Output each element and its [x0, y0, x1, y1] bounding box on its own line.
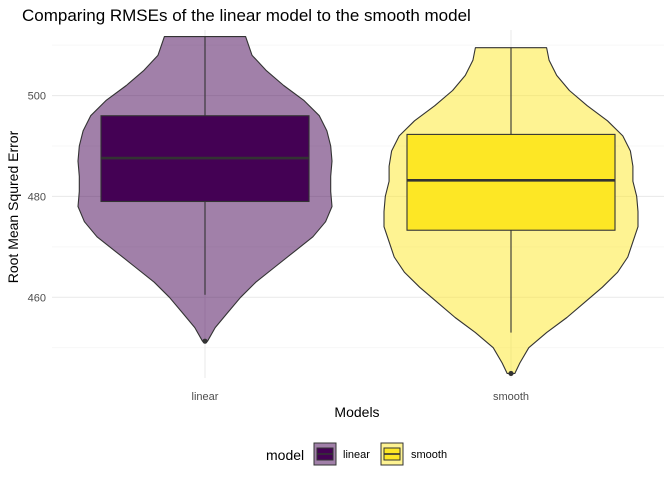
outlier-point-linear	[202, 338, 208, 344]
y-tick-label: 500	[28, 91, 46, 103]
x-axis-title: Models	[334, 404, 379, 420]
legend-label-linear: linear	[343, 449, 370, 461]
legend-title: model	[266, 447, 304, 463]
legend: model linear smooth	[266, 442, 447, 466]
y-tick-labels: 460 480 500	[28, 91, 46, 305]
box-smooth	[406, 133, 616, 231]
outlier-point-smooth	[508, 370, 514, 377]
chart-title: Comparing RMSEs of the linear model to t…	[22, 6, 471, 25]
legend-label-smooth: smooth	[411, 449, 447, 461]
x-tick-label: smooth	[493, 391, 529, 403]
x-tick-labels: linear smooth	[192, 391, 529, 403]
x-tick-label: linear	[192, 391, 219, 403]
y-tick-label: 460	[28, 292, 46, 304]
y-axis-title: Root Mean Squred Error	[5, 130, 21, 283]
chart-marks	[77, 36, 639, 377]
y-tick-label: 480	[28, 191, 46, 203]
